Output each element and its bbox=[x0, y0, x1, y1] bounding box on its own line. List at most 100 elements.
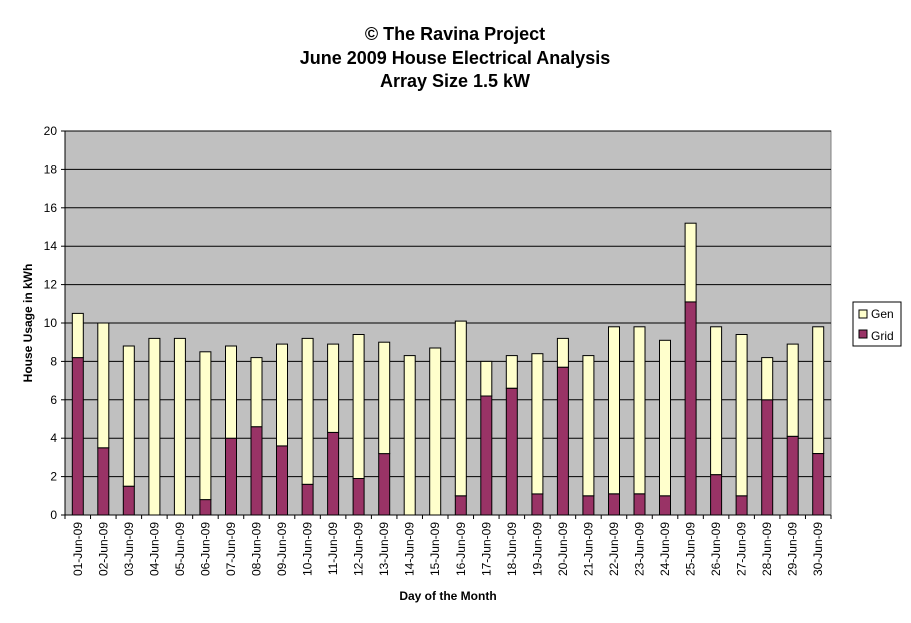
y-tick-label: 6 bbox=[50, 393, 57, 407]
bar-gen bbox=[199, 351, 212, 501]
y-tick-label: 14 bbox=[44, 239, 58, 253]
bar-grid bbox=[352, 478, 365, 516]
x-tick-label: 04-Jun-09 bbox=[147, 522, 161, 576]
bar-grid bbox=[786, 435, 799, 516]
bar-grid bbox=[327, 431, 340, 516]
x-tick-label: 09-Jun-09 bbox=[275, 522, 289, 576]
x-tick-label: 12-Jun-09 bbox=[352, 522, 366, 576]
y-tick-label: 16 bbox=[44, 201, 58, 215]
x-tick-label: 27-Jun-09 bbox=[735, 522, 749, 576]
bar-gen bbox=[761, 357, 774, 401]
bar-gen bbox=[378, 341, 391, 455]
chart-title-line-1: © The Ravina Project bbox=[365, 24, 545, 44]
x-tick-label: 05-Jun-09 bbox=[173, 522, 187, 576]
bar-grid bbox=[684, 301, 697, 516]
bar-grid bbox=[454, 495, 467, 516]
bar-grid bbox=[480, 395, 493, 516]
bar-grid bbox=[71, 357, 84, 516]
bar-gen bbox=[225, 345, 237, 439]
y-tick-label: 2 bbox=[50, 470, 57, 484]
bar-gen bbox=[633, 326, 646, 495]
bar-gen bbox=[454, 320, 467, 497]
legend-box bbox=[852, 301, 902, 347]
x-tick-label: 30-Jun-09 bbox=[811, 522, 825, 576]
bar-gen bbox=[531, 353, 544, 495]
x-tick-label: 28-Jun-09 bbox=[760, 522, 774, 576]
y-tick-label: 10 bbox=[44, 316, 58, 330]
x-tick-label: 15-Jun-09 bbox=[428, 522, 442, 576]
y-tick-label: 0 bbox=[50, 508, 57, 522]
x-tick-label: 13-Jun-09 bbox=[377, 522, 391, 576]
x-tick-label: 19-Jun-09 bbox=[530, 522, 544, 576]
legend-swatch-gen bbox=[858, 309, 868, 319]
bar-gen bbox=[173, 337, 186, 516]
y-tick-label: 20 bbox=[44, 124, 58, 138]
bar-grid bbox=[608, 493, 620, 516]
bar-gen bbox=[97, 322, 110, 449]
y-tick-label: 18 bbox=[44, 162, 58, 176]
x-tick-label: 11-Jun-09 bbox=[326, 522, 340, 575]
x-tick-label: 18-Jun-09 bbox=[505, 522, 519, 576]
bar-grid bbox=[761, 399, 774, 516]
x-tick-label: 01-Jun-09 bbox=[71, 522, 85, 576]
bar-gen bbox=[582, 355, 595, 497]
chart-title-line-3: Array Size 1.5 kW bbox=[380, 71, 530, 91]
bar-gen bbox=[327, 343, 340, 433]
bar-grid bbox=[199, 499, 212, 516]
legend-label-grid: Grid bbox=[871, 329, 894, 343]
bar-gen bbox=[556, 337, 569, 368]
bar-gen bbox=[812, 326, 825, 454]
y-axis-label: House Usage in kWh bbox=[21, 264, 35, 383]
y-axis-ticks: 0 2 4 6 8 10 12 14 16 18 20 bbox=[44, 124, 65, 522]
bar-gen bbox=[71, 312, 84, 359]
legend-label-gen: Gen bbox=[871, 307, 894, 321]
bar-grid bbox=[225, 437, 237, 516]
bar-grid bbox=[659, 495, 671, 516]
x-axis-label: Day of the Month bbox=[399, 589, 496, 603]
bars bbox=[71, 222, 825, 516]
bar-grid bbox=[276, 445, 288, 516]
bar-grid bbox=[250, 426, 263, 516]
bar-grid bbox=[710, 474, 723, 516]
bar-gen bbox=[659, 339, 671, 497]
x-tick-label: 10-Jun-09 bbox=[301, 522, 315, 576]
bar-gen bbox=[250, 357, 263, 428]
bar-gen bbox=[352, 334, 365, 479]
x-tick-label: 03-Jun-09 bbox=[122, 522, 136, 576]
bar-grid bbox=[582, 495, 595, 516]
bar-grid bbox=[812, 453, 825, 516]
bar-gen bbox=[735, 334, 748, 497]
bar-gen bbox=[505, 355, 518, 389]
bar-gen bbox=[786, 343, 799, 437]
bar-gen bbox=[429, 347, 442, 516]
y-tick-label: 4 bbox=[50, 431, 57, 445]
x-tick-label: 16-Jun-09 bbox=[454, 522, 468, 576]
bar-grid bbox=[633, 493, 646, 516]
x-tick-label: 20-Jun-09 bbox=[556, 522, 570, 576]
bar-gen bbox=[148, 337, 161, 516]
x-tick-label: 22-Jun-09 bbox=[607, 522, 621, 576]
bar-grid bbox=[122, 485, 135, 516]
bar-gen bbox=[276, 343, 288, 447]
legend: Gen Grid bbox=[852, 301, 902, 347]
bar-grid bbox=[531, 493, 544, 516]
bar-grid bbox=[556, 366, 569, 516]
x-tick-label: 06-Jun-09 bbox=[198, 522, 212, 576]
x-tick-label: 07-Jun-09 bbox=[224, 522, 238, 576]
x-tick-label: 29-Jun-09 bbox=[786, 522, 800, 576]
x-tick-label: 24-Jun-09 bbox=[658, 522, 672, 576]
x-tick-label: 08-Jun-09 bbox=[250, 522, 264, 576]
gridlines bbox=[65, 130, 831, 478]
bar-grid bbox=[505, 387, 518, 516]
legend-swatch-grid bbox=[858, 329, 868, 339]
x-tick-label: 17-Jun-09 bbox=[479, 522, 493, 576]
bar-grid bbox=[301, 483, 314, 516]
bar-gen bbox=[684, 222, 697, 303]
x-tick-label: 23-Jun-09 bbox=[633, 522, 647, 576]
bar-gen bbox=[710, 326, 723, 476]
x-tick-label: 25-Jun-09 bbox=[684, 522, 698, 576]
x-tick-label: 21-Jun-09 bbox=[581, 522, 595, 576]
bar-grid bbox=[378, 453, 391, 516]
bar-gen bbox=[480, 360, 493, 397]
